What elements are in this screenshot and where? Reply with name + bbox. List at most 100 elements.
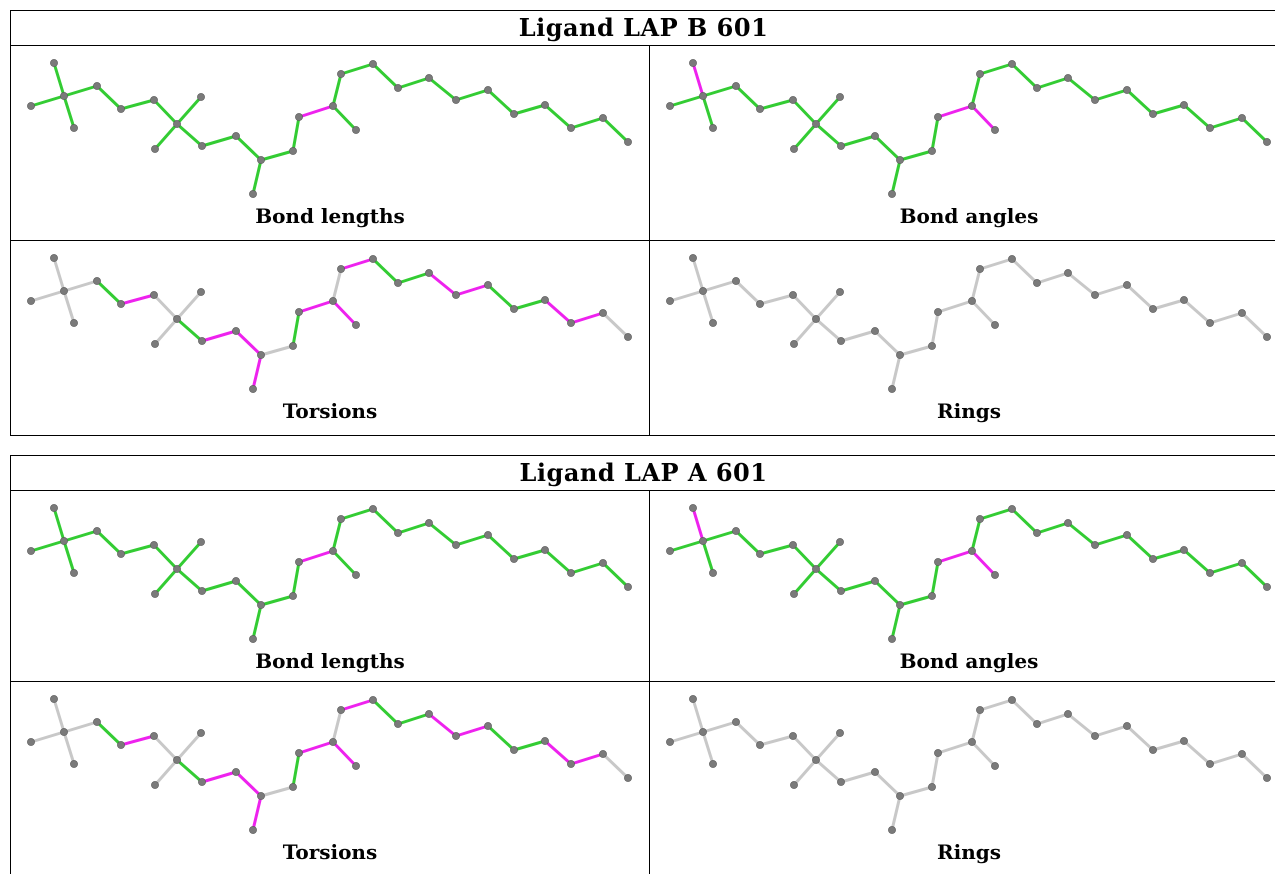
bond [668, 730, 705, 744]
bond [297, 549, 335, 564]
atom [896, 156, 904, 164]
atom [709, 760, 717, 768]
atom [337, 265, 345, 273]
bond [691, 256, 705, 293]
atom [968, 547, 976, 555]
atom [198, 778, 206, 786]
atom [812, 120, 820, 128]
bond [1066, 521, 1097, 547]
panel-caption: Bond angles [899, 204, 1039, 228]
bond [898, 785, 934, 798]
bond [701, 730, 715, 766]
atom [837, 337, 845, 345]
atom [93, 82, 101, 90]
bond [454, 533, 490, 547]
atom [1091, 96, 1099, 104]
bond [814, 122, 843, 148]
atom [871, 577, 879, 585]
bond [930, 310, 940, 348]
atom [812, 756, 820, 764]
bond [1182, 103, 1212, 130]
bond [251, 603, 263, 641]
atom [1263, 333, 1271, 341]
bond [734, 279, 762, 306]
bond [331, 267, 343, 303]
atom [484, 281, 492, 289]
bond [62, 720, 99, 734]
bond [331, 299, 358, 327]
bond [153, 758, 179, 787]
atom [599, 309, 607, 317]
bond [175, 567, 204, 593]
bond [454, 88, 490, 102]
atom [484, 722, 492, 730]
bond [758, 98, 795, 111]
bond [839, 329, 877, 343]
atom [117, 105, 125, 113]
atom [689, 695, 697, 703]
bond [427, 76, 458, 102]
bond [814, 758, 843, 784]
atom [1064, 710, 1072, 718]
bond [890, 794, 902, 832]
panel-caption: Bond lengths [255, 204, 405, 228]
bond [95, 279, 123, 306]
bond [601, 311, 630, 339]
atom [896, 351, 904, 359]
atom [1263, 583, 1271, 591]
bond [668, 539, 705, 553]
atom [257, 792, 265, 800]
atom [666, 102, 674, 110]
bond [234, 329, 263, 357]
bond [1208, 561, 1244, 575]
bond [890, 353, 902, 391]
atom [198, 587, 206, 595]
bond [339, 698, 375, 712]
bond [1093, 533, 1129, 547]
atom [836, 729, 844, 737]
bond [52, 697, 66, 734]
bond [792, 317, 818, 346]
atom [837, 142, 845, 150]
atom [1033, 84, 1041, 92]
atom [928, 147, 936, 155]
bond [1035, 76, 1070, 90]
atom [425, 519, 433, 527]
atom [1008, 696, 1016, 704]
bond [1035, 271, 1070, 285]
bond [486, 533, 516, 561]
bond [791, 543, 818, 571]
bond [62, 94, 76, 130]
bond [978, 257, 1014, 271]
bond [427, 271, 458, 297]
atom [624, 333, 632, 341]
atom [1123, 281, 1131, 289]
atom [198, 142, 206, 150]
atom [599, 559, 607, 567]
atom [352, 321, 360, 329]
ligand-title: Ligand LAP A 601 [11, 456, 1275, 491]
bond [251, 353, 263, 391]
bond [454, 283, 490, 297]
ligand-title: Ligand LAP B 601 [11, 11, 1275, 46]
atom [666, 547, 674, 555]
atom [60, 537, 68, 545]
atom [732, 718, 740, 726]
bond [152, 543, 179, 571]
atom [789, 541, 797, 549]
bond [29, 94, 66, 108]
bond [396, 76, 431, 90]
atom [173, 756, 181, 764]
bond [1125, 283, 1155, 311]
bond [930, 751, 940, 789]
bond [297, 104, 335, 119]
bond [427, 712, 458, 738]
bond [486, 724, 516, 752]
bond [970, 708, 982, 744]
divider [11, 681, 1275, 682]
bond [331, 104, 358, 132]
atom [837, 778, 845, 786]
atom [666, 738, 674, 746]
bond [200, 329, 238, 343]
bond [691, 506, 705, 543]
